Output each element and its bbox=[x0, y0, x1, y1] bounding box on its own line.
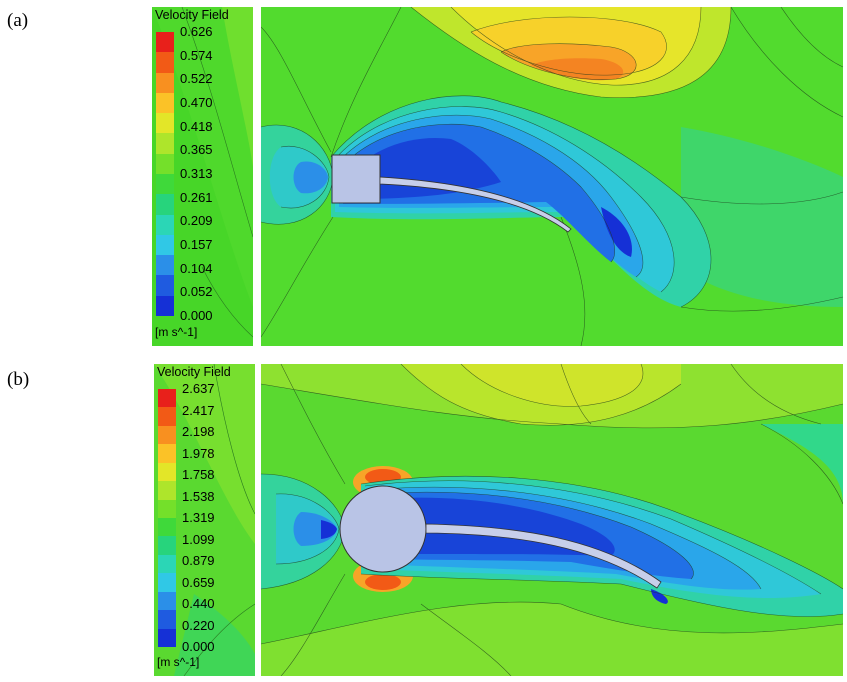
panel-a-colorbar-segment bbox=[156, 174, 174, 195]
panel-a-tick-label: 0.313 bbox=[180, 166, 213, 181]
panel-b-tick-label: 1.319 bbox=[182, 510, 215, 525]
panel-a-tick-label: 0.626 bbox=[180, 24, 213, 39]
panel-a-colorbar-segment bbox=[156, 113, 174, 134]
panel-b-colorbar-segment bbox=[158, 389, 176, 408]
panel-b-colorbar bbox=[158, 389, 176, 648]
panel-b-tick-label: 0.220 bbox=[182, 617, 215, 633]
panel-b-tick-label: 0.879 bbox=[182, 553, 215, 568]
panel-a-unit: [m s^-1] bbox=[155, 325, 198, 339]
panel-a-colorbar-segment bbox=[156, 214, 174, 236]
panel-a-colorbar-segment bbox=[156, 194, 174, 216]
panel-b-colorbar-segment bbox=[158, 481, 176, 501]
panel-a-tick-label: 0.261 bbox=[180, 189, 213, 205]
panel-b-tick-label: 2.198 bbox=[182, 424, 215, 439]
panel-b-velocity-field bbox=[261, 364, 843, 676]
panel-a-colorbar-segment bbox=[156, 52, 174, 74]
panel-b-colorbar-segment bbox=[158, 425, 176, 445]
panel-a-colorbar-segment bbox=[156, 234, 174, 256]
panel-b-colorbar-segment bbox=[158, 610, 176, 630]
panel-a-tick-label: 0.470 bbox=[180, 95, 213, 110]
panel-b-colorbar-segment bbox=[158, 591, 176, 611]
panel-a-colorbar-segment bbox=[156, 72, 174, 94]
panel-b-tick-label: 0.440 bbox=[182, 596, 215, 611]
panel-b-colorbar-segment bbox=[158, 536, 176, 556]
panel-a-tick-label: 0.052 bbox=[180, 284, 213, 300]
panel-b-tick-label: 2.417 bbox=[182, 402, 215, 418]
panel-a-tick-label: 0.000 bbox=[180, 308, 213, 323]
panel-b-cylinder-body bbox=[339, 485, 427, 573]
panel-b-tick-label: 0.659 bbox=[182, 574, 215, 590]
panel-a-square-body bbox=[331, 154, 381, 204]
panel-b-colorbar-segment bbox=[158, 518, 176, 537]
panel-a-tick-label: 0.104 bbox=[180, 260, 213, 276]
panel-a-tick-label: 0.522 bbox=[180, 71, 213, 87]
panel-b-colorbar-segment bbox=[158, 573, 176, 593]
panel-a-colorbar bbox=[156, 32, 174, 317]
panel-a-velocity-field bbox=[261, 7, 843, 346]
panel-a-legend-title: Velocity Field bbox=[155, 8, 229, 22]
panel-a-colorbar-segment bbox=[156, 255, 174, 276]
panel-a-tick-label: 0.574 bbox=[180, 47, 213, 63]
panel-b-colorbar-segment bbox=[158, 444, 176, 464]
panel-a-label: (a) bbox=[7, 10, 29, 31]
panel-a-colorbar-segment bbox=[156, 275, 174, 297]
panel-b-tick-label: 1.099 bbox=[182, 531, 215, 547]
panel-a-colorbar-segment bbox=[156, 92, 174, 114]
panel-b-colorbar-segment bbox=[158, 628, 176, 648]
panel-a-plate bbox=[379, 176, 572, 233]
panel-b-label: (b) bbox=[7, 369, 30, 390]
panel-b-unit: [m s^-1] bbox=[157, 655, 200, 669]
panel-a-tick-label: 0.365 bbox=[180, 142, 213, 158]
panel-a-tick-label: 0.209 bbox=[180, 213, 213, 229]
panel-b-legend-title: Velocity Field bbox=[157, 365, 231, 379]
panel-a-tick-label: 0.418 bbox=[180, 118, 213, 134]
panel-b-tick-label: 1.758 bbox=[182, 467, 215, 482]
panel-b-colorbar-segment bbox=[158, 462, 176, 482]
panel-b-tick-label: 0.000 bbox=[182, 639, 215, 654]
panel-b-tick-label: 2.637 bbox=[182, 381, 215, 396]
panel-a-tick-label: 0.157 bbox=[180, 237, 213, 252]
panel-a-colorbar-segment bbox=[156, 32, 174, 53]
panel-a-colorbar-segment bbox=[156, 295, 174, 317]
panel-a-legend: Velocity Field 0.626 0.574 0.522 0.470 0.418… bbox=[152, 7, 253, 346]
panel-b-legend: Velocity Field 2.637 2.417 2.198 1.978 1.758… bbox=[154, 364, 255, 676]
panel-b-plate bbox=[425, 523, 662, 589]
panel-b-colorbar-segment bbox=[158, 554, 176, 574]
panel-b-colorbar-segment bbox=[158, 407, 176, 427]
panel-a-colorbar-segment bbox=[156, 153, 174, 175]
panel-b-colorbar-segment bbox=[158, 499, 176, 519]
panel-b-tick-label: 1.538 bbox=[182, 488, 215, 504]
panel-b-tick-label: 1.978 bbox=[182, 445, 215, 461]
panel-a-colorbar-segment bbox=[156, 133, 174, 155]
